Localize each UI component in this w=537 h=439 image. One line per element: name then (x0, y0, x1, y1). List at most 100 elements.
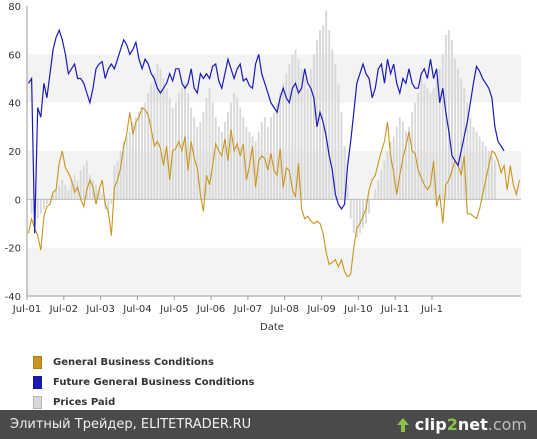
prices-paid-bar (337, 83, 340, 200)
footer-bar: Элитный Трейдер, ELITETRADER.RU clip 2 n… (0, 410, 537, 439)
prices-paid-bar (220, 131, 223, 200)
prices-paid-bar (346, 184, 349, 200)
grid-band (27, 6, 521, 55)
prices-paid-bar (423, 83, 426, 200)
prices-paid-bar (153, 73, 156, 200)
prices-paid-bar (493, 160, 496, 200)
y-axis-ticks: 80 60 40 20 0 -20 -40 (5, 2, 21, 303)
prices-paid-bar (58, 184, 61, 200)
prices-paid-bar (251, 136, 254, 200)
prices-paid-bar (331, 49, 334, 200)
prices-paid-bar (463, 88, 466, 200)
legend-label: General Business Conditions (53, 356, 214, 368)
prices-paid-bar (303, 78, 306, 200)
prices-paid-bar (451, 39, 453, 200)
prices-paid-bar (187, 93, 190, 200)
prices-paid-bar (392, 136, 395, 200)
prices-paid-bar (180, 88, 183, 200)
prices-paid-bar (472, 126, 475, 200)
prices-paid-bar (398, 117, 401, 200)
prices-paid-bar (377, 180, 380, 200)
x-tick-label: Jul-07 (233, 304, 262, 315)
prices-paid-bar (380, 170, 383, 200)
prices-paid-bar (309, 68, 312, 200)
grid-band (27, 247, 521, 296)
brand-text-part1: clip (414, 415, 447, 434)
prices-paid-bar (420, 78, 423, 200)
prices-paid-bar (217, 126, 220, 200)
y-tick-label: 60 (8, 50, 21, 61)
prices-paid-bar (469, 117, 472, 200)
y-tick-label: 0 (15, 195, 21, 206)
prices-paid-bar (202, 112, 205, 200)
brand-text-part2: 2 (446, 415, 458, 434)
legend-item-prices-paid[interactable]: Prices Paid (33, 392, 255, 412)
prices-paid-bar (374, 189, 377, 200)
legend-label: Prices Paid (53, 396, 116, 408)
prices-paid-bar (276, 102, 279, 200)
prices-paid-bar (174, 102, 177, 200)
prices-paid-bar (273, 112, 275, 200)
prices-paid-bar (343, 146, 346, 200)
prices-paid-bar (159, 68, 162, 200)
prices-paid-bar (55, 189, 58, 200)
site-credit: Элитный Трейдер, ELITETRADER.RU (10, 417, 252, 432)
prices-paid-bar (408, 126, 410, 200)
future-general-business-conditions-line (27, 28, 505, 234)
prices-paid-bar (223, 122, 226, 200)
prices-paid-bar (316, 39, 318, 200)
prices-paid-bar (125, 136, 128, 200)
prices-paid-bar (322, 25, 325, 200)
prices-paid-bar (211, 102, 214, 200)
prices-paid-bar (441, 54, 444, 200)
prices-paid-bar (199, 122, 202, 200)
legend-swatch-future (33, 375, 42, 389)
prices-paid-bar (487, 151, 490, 200)
prices-paid-bar (368, 199, 371, 214)
prices-paid-bar (352, 199, 355, 234)
prices-paid-bar (294, 49, 297, 200)
prices-paid-bar (355, 199, 358, 238)
prices-paid-bar (457, 68, 460, 200)
prices-paid-bar (128, 131, 131, 200)
prices-paid-bar (134, 117, 137, 200)
prices-paid-bar (52, 194, 55, 200)
prices-paid-bar (484, 146, 487, 200)
prices-paid-bar (285, 73, 288, 200)
prices-paid-bar (88, 175, 91, 200)
legend-item-general-business-conditions[interactable]: General Business Conditions (33, 352, 255, 372)
prices-paid-bar (242, 117, 245, 200)
prices-paid-bar (260, 122, 263, 200)
prices-paid-bar (288, 64, 291, 200)
brand-text-part3: net (457, 415, 488, 434)
prices-paid-bar (417, 93, 420, 200)
prices-paid-bar (362, 199, 364, 229)
prices-paid-bar (196, 126, 199, 200)
prices-paid-bar (73, 175, 76, 200)
prices-paid-bar (150, 83, 153, 200)
prices-paid-bar (435, 78, 438, 200)
y-tick-label: -20 (5, 244, 21, 255)
arrow-up-icon (396, 417, 409, 432)
grid-band (27, 199, 521, 248)
prices-paid-bar (447, 30, 450, 200)
prices-paid-bar (101, 194, 104, 200)
brand-logo[interactable]: clip 2 net .com (395, 415, 527, 434)
prices-paid-bar (82, 165, 85, 200)
prices-paid-bar (119, 151, 122, 200)
prices-paid-bar (297, 59, 300, 200)
prices-paid-bar (349, 199, 352, 219)
x-axis-ticks: Jul-01 Jul-02 Jul-03 Jul-04 Jul-05 Jul-06 Jul-… (12, 296, 443, 315)
prices-paid-bar (325, 10, 328, 200)
prices-paid-bar (98, 189, 101, 200)
prices-paid-bar (79, 170, 82, 200)
prices-paid-bar (39, 199, 42, 214)
chart: 80 60 40 20 0 -20 -40 Jul-01 Jul-02 Jul-03 Jul-04… (5, 2, 521, 333)
x-tick-label: Jul-11 (380, 304, 409, 315)
prices-paid-bar (205, 97, 208, 200)
prices-paid-bar (70, 180, 73, 200)
prices-paid-bar (358, 199, 361, 234)
legend-item-future-general-business-conditions[interactable]: Future General Business Conditions (33, 372, 255, 392)
x-tick-label: Jul-02 (49, 304, 78, 315)
prices-paid-bar (233, 93, 236, 200)
